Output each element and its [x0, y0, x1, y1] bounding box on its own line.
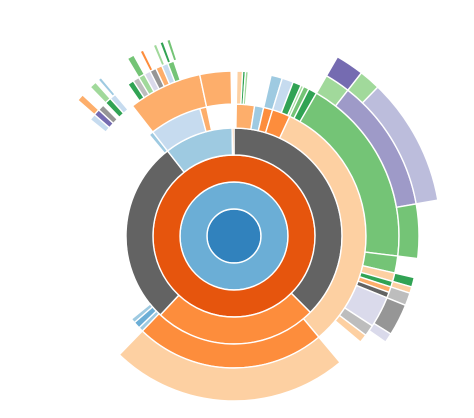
- sunburst-arc-depth-6-48: [368, 322, 392, 344]
- sunburst-arc-depth-5-38: [118, 329, 342, 402]
- sunburst-arc-depth-7-51: [361, 86, 439, 205]
- sunburst-arc-depth-6-56: [89, 113, 111, 134]
- sunburst-arc-depth-7-69: [139, 49, 154, 73]
- sunburst-arc-depth-5-22: [242, 70, 250, 106]
- sunburst-arc-depth-7-72: [165, 38, 178, 62]
- sunburst-arc-depth-7-65: [89, 81, 112, 104]
- sunburst-arc-depth-4-16: [130, 302, 154, 324]
- sunburst-arc-depth-7-68: [126, 54, 146, 79]
- sunburst-arc-depth-7-66: [97, 76, 117, 98]
- sunburst-arc-depth-7-70: [152, 43, 166, 67]
- sunburst-arc-depth-5-37: [334, 314, 367, 344]
- sunburst-arc-depth-3-7: [231, 127, 235, 156]
- sunburst-arc-depth-7-67: [76, 93, 100, 116]
- sunburst-arc-depth-6-43: [395, 203, 420, 260]
- sunburst-arcs: [76, 38, 439, 402]
- sunburst-arc-depth-5-40: [198, 70, 233, 108]
- sunburst-arc-depth-7-71: [158, 40, 172, 65]
